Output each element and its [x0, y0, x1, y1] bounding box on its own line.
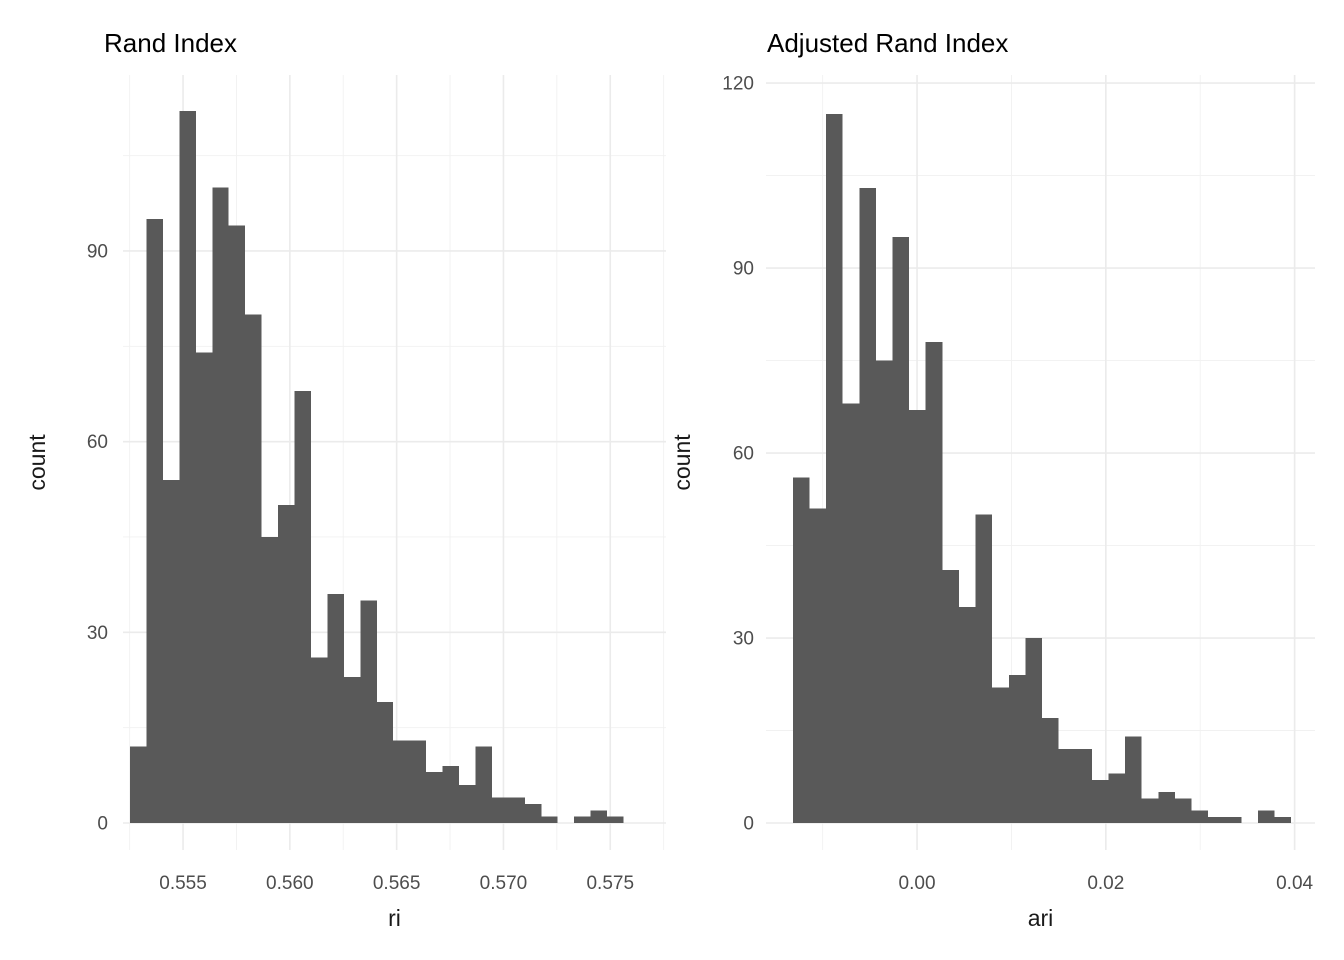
histogram-bar	[294, 390, 311, 823]
histogram-bar	[343, 676, 361, 823]
histogram-bar	[245, 314, 262, 823]
y-axis-tick-label: 60	[733, 444, 754, 465]
panel-adjusted-rand-index: 0 30 60 90 120 0.00 0.02 0.04 ari count Adjusted R…	[669, 28, 1315, 931]
x-axis-tick-label: 0.565	[373, 873, 421, 894]
histogram-bar	[1158, 792, 1175, 823]
y-axis-tick-label: 120	[722, 74, 754, 95]
y-axis-tick-label: 90	[87, 241, 108, 262]
histogram-bar	[809, 508, 827, 823]
histogram-bar	[491, 797, 509, 823]
histogram-bar	[228, 225, 246, 823]
histogram-bar	[442, 765, 460, 823]
histogram-bar	[859, 187, 876, 823]
histogram-bars	[130, 111, 624, 823]
histogram-bar	[524, 803, 542, 823]
histogram-bar	[278, 505, 295, 823]
panel-rand-index: 0 30 60 90 0.555 0.560 0.565 0.570 0.575 ri count R…	[24, 28, 666, 931]
x-axis-tick-label: 0.560	[266, 873, 314, 894]
histogram-bar	[508, 797, 525, 823]
histogram-bar	[1108, 773, 1126, 823]
histogram-bar	[327, 594, 344, 823]
x-axis-tick-label: 0.00	[899, 873, 936, 894]
y-axis-title: count	[669, 434, 695, 491]
histogram-bar	[792, 477, 810, 823]
histogram-bar	[162, 479, 180, 823]
histogram-bar	[590, 810, 608, 823]
histogram-bar	[1224, 816, 1242, 823]
histogram-bar	[826, 113, 843, 823]
histogram-bar	[179, 111, 196, 823]
histogram-bar	[1257, 810, 1275, 823]
y-axis-tick-label: 0	[743, 813, 754, 834]
histogram-bar	[409, 740, 427, 823]
histogram-bars	[792, 113, 1292, 823]
histogram-bar	[310, 657, 328, 823]
histogram-bar	[1008, 675, 1026, 823]
plot-title: Rand Index	[104, 28, 237, 58]
histogram-bar	[958, 607, 976, 823]
histogram-bar	[261, 536, 279, 823]
histogram-bar	[541, 816, 558, 823]
histogram-bar	[393, 740, 410, 823]
histogram-bar	[892, 237, 910, 823]
histogram-bar	[1191, 810, 1209, 823]
histogram-bar	[1274, 816, 1292, 823]
histogram-bar	[130, 746, 147, 823]
histogram-bar	[909, 409, 926, 823]
histogram-bar	[1091, 779, 1109, 823]
histogram-bar	[942, 570, 959, 823]
histogram-bar	[360, 600, 377, 823]
histogram-bar	[1141, 798, 1159, 823]
y-axis-title: count	[24, 434, 50, 491]
histogram-bar	[574, 816, 591, 823]
histogram-bar	[376, 702, 394, 823]
histogram-bar	[1174, 798, 1192, 823]
x-axis-tick-label: 0.04	[1276, 873, 1313, 894]
histogram-bar	[1208, 816, 1225, 823]
y-axis-tick-label: 60	[87, 432, 108, 453]
plot-title: Adjusted Rand Index	[767, 28, 1008, 58]
x-axis-tick-label: 0.02	[1087, 873, 1124, 894]
histogram-bar	[426, 772, 443, 823]
histogram-bar	[1042, 718, 1059, 823]
x-axis-tick-label: 0.570	[480, 873, 528, 894]
histogram-bar	[1025, 638, 1043, 823]
histogram-bar	[195, 352, 213, 823]
histogram-bar	[1058, 749, 1076, 823]
y-axis-tick-label: 90	[733, 259, 754, 280]
histogram-bar	[925, 342, 943, 823]
y-axis-tick-label: 30	[87, 623, 108, 644]
histogram-bar	[475, 746, 492, 823]
x-axis-title: ari	[1028, 905, 1054, 931]
histogram-bar	[607, 816, 624, 823]
histogram-bar	[146, 219, 163, 823]
x-axis-tick-label: 0.575	[586, 873, 634, 894]
histogram-bar	[1125, 736, 1142, 823]
x-axis-title: ri	[388, 905, 401, 931]
histogram-bar	[842, 403, 860, 823]
histogram-bar	[1075, 749, 1092, 823]
histogram-bar	[212, 187, 229, 823]
histogram-bar	[875, 360, 893, 823]
y-axis-tick-label: 30	[733, 629, 754, 650]
histogram-bar	[975, 514, 993, 823]
y-axis-tick-label: 0	[97, 813, 108, 834]
histogram-bar	[459, 784, 476, 823]
histogram-bar	[992, 687, 1009, 823]
x-axis-tick-label: 0.555	[159, 873, 207, 894]
